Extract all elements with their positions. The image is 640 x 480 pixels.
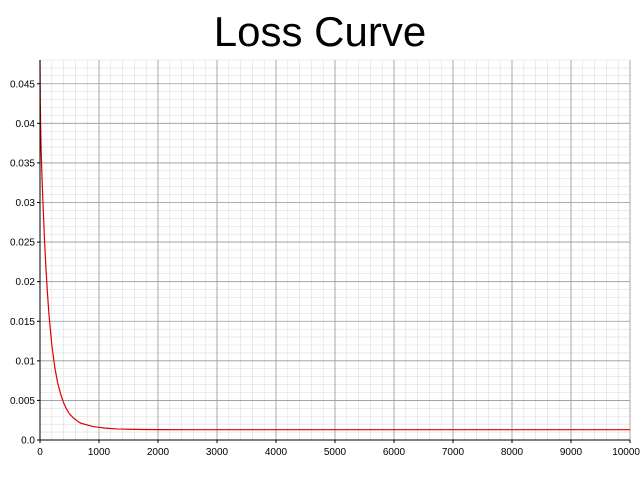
y-tick-label: 0.01 — [16, 356, 36, 367]
x-tick-label: 2000 — [147, 447, 170, 458]
y-tick-label: 0.0 — [21, 436, 35, 447]
y-tick-labels: 0.0 0.005 0.01 0.015 0.02 0.025 0.03 0.035 0.04 0… — [10, 79, 35, 446]
x-tick-labels: 0 1000 2000 3000 4000 5000 6000 7000 8000 9000 100… — [37, 447, 640, 458]
y-tick-label: 0.02 — [16, 277, 36, 288]
y-tick-label: 0.04 — [16, 119, 36, 130]
axes-layer — [37, 60, 631, 443]
y-tick-label: 0.015 — [10, 317, 35, 328]
x-tick-label: 8000 — [501, 447, 524, 458]
y-tick-label: 0.03 — [16, 198, 36, 209]
loss-series-line — [39, 59, 630, 431]
x-tick-label: 7000 — [442, 447, 465, 458]
x-tick-label: 10000 — [612, 447, 640, 458]
y-tick-label: 0.035 — [10, 158, 35, 169]
x-tick-label: 4000 — [265, 447, 288, 458]
x-tick-label: 1000 — [88, 447, 111, 458]
x-tick-label: 9000 — [560, 447, 583, 458]
x-tick-label: 0 — [37, 447, 43, 458]
x-tick-label: 3000 — [206, 447, 229, 458]
chart-title: Loss Curve — [213, 8, 427, 55]
y-tick-label: 0.045 — [10, 79, 35, 90]
y-tick-label: 0.025 — [10, 238, 35, 249]
x-tick-label: 5000 — [324, 447, 347, 458]
y-tick-label: 0.005 — [10, 396, 35, 407]
x-tick-label: 6000 — [383, 447, 406, 458]
series-layer — [39, 59, 630, 431]
